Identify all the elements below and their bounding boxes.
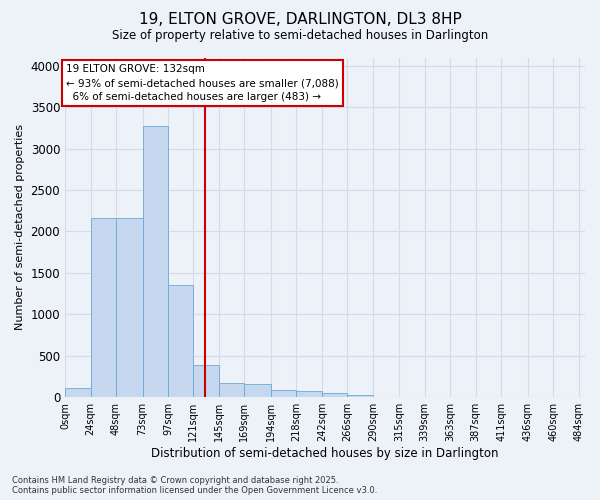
X-axis label: Distribution of semi-detached houses by size in Darlington: Distribution of semi-detached houses by … bbox=[151, 447, 499, 460]
Bar bbox=[91, 218, 116, 397]
Text: 19 ELTON GROVE: 132sqm
← 93% of semi-detached houses are smaller (7,088)
  6% of: 19 ELTON GROVE: 132sqm ← 93% of semi-det… bbox=[66, 64, 339, 102]
Bar bbox=[296, 390, 322, 397]
Bar bbox=[116, 218, 143, 397]
Bar bbox=[347, 394, 373, 397]
Bar bbox=[143, 126, 168, 397]
Text: Contains HM Land Registry data © Crown copyright and database right 2025.
Contai: Contains HM Land Registry data © Crown c… bbox=[12, 476, 377, 495]
Bar bbox=[322, 394, 347, 397]
Bar bbox=[244, 384, 271, 397]
Text: 19, ELTON GROVE, DARLINGTON, DL3 8HP: 19, ELTON GROVE, DARLINGTON, DL3 8HP bbox=[139, 12, 461, 28]
Text: Size of property relative to semi-detached houses in Darlington: Size of property relative to semi-detach… bbox=[112, 29, 488, 42]
Bar bbox=[168, 286, 193, 397]
Bar bbox=[219, 383, 244, 397]
Bar bbox=[271, 390, 296, 397]
Bar bbox=[65, 388, 91, 397]
Y-axis label: Number of semi-detached properties: Number of semi-detached properties bbox=[15, 124, 25, 330]
Bar bbox=[193, 365, 219, 397]
